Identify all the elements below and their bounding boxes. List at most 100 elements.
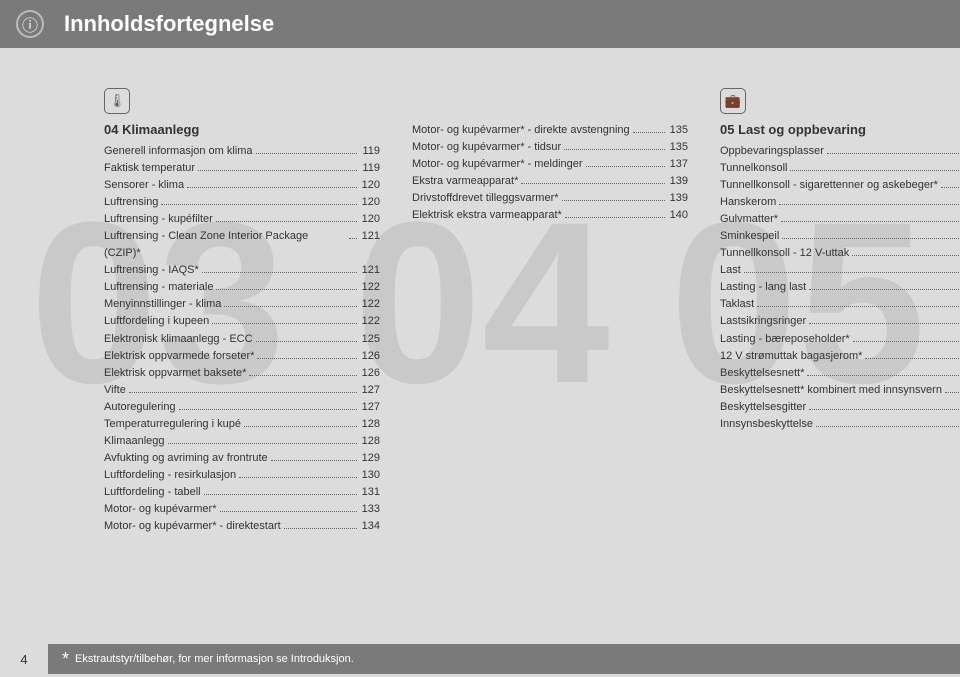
leader-dots xyxy=(809,323,960,324)
toc-label: Motor- og kupévarmer* - direkte avstengn… xyxy=(412,122,630,139)
toc-column: 🌡04 KlimaanleggGenerell informasjon om k… xyxy=(104,88,380,535)
toc-entry: Lastsikringsringer148 xyxy=(720,313,960,330)
leader-dots xyxy=(257,358,356,359)
toc-entry: Beskyttelsesgitter151 xyxy=(720,399,960,416)
toc-label: Last xyxy=(720,262,741,279)
toc-page-number: 127 xyxy=(360,382,380,399)
toc-label: 12 V strømuttak bagasjerom* xyxy=(720,348,862,365)
toc-entry: Faktisk temperatur 119 xyxy=(104,160,380,177)
toc-label: Menyinnstillinger - klima xyxy=(104,296,221,313)
toc-entry: Taklast148 xyxy=(720,296,960,313)
leader-dots xyxy=(781,221,960,222)
leader-dots xyxy=(565,217,665,218)
toc-page-number: 135 xyxy=(668,139,688,156)
leader-dots xyxy=(852,255,960,256)
manual-page: ⓘ Innholdsfortegnelse 030405 🌡04 Klimaan… xyxy=(0,0,960,677)
toc-column: Motor- og kupévarmer* - direkte avstengn… xyxy=(412,88,688,535)
toc-entry: Elektrisk ekstra varmeapparat*140 xyxy=(412,207,688,224)
toc-page-number: 129 xyxy=(360,450,380,467)
toc-label: Sminkespeil xyxy=(720,228,779,245)
toc-entry: Sensorer - klima120 xyxy=(104,177,380,194)
leader-dots xyxy=(521,183,664,184)
leader-dots xyxy=(187,187,357,188)
toc-entry: Motor- og kupévarmer* - tidsur 135 xyxy=(412,139,688,156)
toc-label: Luftrensing - materiale xyxy=(104,279,213,296)
toc-label: Luftrensing - kupéfilter xyxy=(104,211,213,228)
leader-dots xyxy=(271,460,357,461)
leader-dots xyxy=(807,375,960,376)
toc-entry: Gulvmatter*145 xyxy=(720,211,960,228)
leader-dots xyxy=(284,528,357,529)
toc-label: Luftfordeling - resirkulasjon xyxy=(104,467,236,484)
leader-dots xyxy=(744,272,960,273)
leader-dots xyxy=(256,153,358,154)
toc-page-number: 122 xyxy=(360,313,380,330)
toc-label: Beskyttelsesnett* kombinert med innsynsv… xyxy=(720,382,942,399)
leader-dots xyxy=(941,187,960,188)
toc-entry: Vifte127 xyxy=(104,382,380,399)
leader-dots xyxy=(220,511,357,512)
toc-entry: Avfukting og avriming av frontrute129 xyxy=(104,450,380,467)
toc-entry: Elektrisk oppvarmede forseter*126 xyxy=(104,348,380,365)
leader-dots xyxy=(216,289,356,290)
toc-label: Tunnellkonsoll - 12 V-uttak xyxy=(720,245,849,262)
toc-label: Lasting - lang last xyxy=(720,279,806,296)
toc-page-number: 125 xyxy=(360,331,380,348)
toc-page-number: 119 xyxy=(360,160,380,177)
toc-label: Tunnelkonsoll xyxy=(720,160,787,177)
toc-entry: Lasting - lang last147 xyxy=(720,279,960,296)
toc-page-number: 134 xyxy=(360,518,380,535)
toc-entry: Innsynsbeskyttelse152 xyxy=(720,416,960,433)
toc-page-number: 139 xyxy=(668,173,688,190)
briefcase-icon: 💼 xyxy=(720,88,746,114)
toc-label: Lastsikringsringer xyxy=(720,313,806,330)
toc-label: Motor- og kupévarmer* - tidsur xyxy=(412,139,561,156)
toc-page-number: 140 xyxy=(668,207,688,224)
toc-entry: Lasting - bæreposeholder*148 xyxy=(720,331,960,348)
header-bar: ⓘ Innholdsfortegnelse xyxy=(0,0,960,48)
asterisk-icon: * xyxy=(62,650,69,668)
toc-entry: Klimaanlegg128 xyxy=(104,433,380,450)
toc-entry: Sminkespeil145 xyxy=(720,228,960,245)
toc-page-number: 122 xyxy=(360,279,380,296)
leader-dots xyxy=(239,477,357,478)
toc-entry: 12 V strømuttak bagasjerom*149 xyxy=(720,348,960,365)
toc-entry: Hanskerom144 xyxy=(720,194,960,211)
leader-dots xyxy=(779,204,960,205)
toc-entry: Luftrensing - IAQS*121 xyxy=(104,262,380,279)
toc-entry: Motor- og kupévarmer* 133 xyxy=(104,501,380,518)
toc-label: Tunnellkonsoll - sigarettenner og askebe… xyxy=(720,177,938,194)
leader-dots xyxy=(349,238,357,239)
toc-label: Faktisk temperatur xyxy=(104,160,195,177)
toc-entry: Luftfordeling - tabell131 xyxy=(104,484,380,501)
toc-label: Hanskerom xyxy=(720,194,776,211)
toc-entry: Last146 xyxy=(720,262,960,279)
toc-label: Klimaanlegg xyxy=(104,433,165,450)
toc-column: 💼05 Last og oppbevaringOppbevaringsplass… xyxy=(720,88,960,535)
leader-dots xyxy=(129,392,357,393)
leader-dots xyxy=(757,306,960,307)
section-title: 05 Last og oppbevaring xyxy=(720,122,960,137)
leader-dots xyxy=(945,392,960,393)
toc-label: Elektronisk klimaanlegg - ECC xyxy=(104,331,253,348)
toc-page-number: 127 xyxy=(360,399,380,416)
leader-dots xyxy=(564,149,664,150)
toc-page-number: 133 xyxy=(360,501,380,518)
leader-dots xyxy=(198,170,357,171)
toc-label: Motor- og kupévarmer* xyxy=(104,501,217,518)
toc-page-number: 126 xyxy=(360,348,380,365)
leader-dots xyxy=(782,238,960,239)
toc-label: Beskyttelsesnett* xyxy=(720,365,804,382)
toc-entry: Temperaturregulering i kupé128 xyxy=(104,416,380,433)
toc-entry: Beskyttelsesnett* kombinert med innsynsv… xyxy=(720,382,960,399)
toc-label: Luftrensing - IAQS* xyxy=(104,262,199,279)
toc-entry: Motor- og kupévarmer* - direkte avstengn… xyxy=(412,122,688,139)
toc-entry: Tunnellkonsoll - 12 V-uttak145 xyxy=(720,245,960,262)
toc-entry: Motor- og kupévarmer* - direktestart134 xyxy=(104,518,380,535)
leader-dots xyxy=(244,426,357,427)
toc-label: Autoregulering xyxy=(104,399,176,416)
toc-label: Drivstoffdrevet tilleggsvarmer* xyxy=(412,190,559,207)
info-icon: ⓘ xyxy=(16,10,44,38)
toc-entry: Elektrisk oppvarmet baksete*126 xyxy=(104,365,380,382)
leader-dots xyxy=(809,289,960,290)
